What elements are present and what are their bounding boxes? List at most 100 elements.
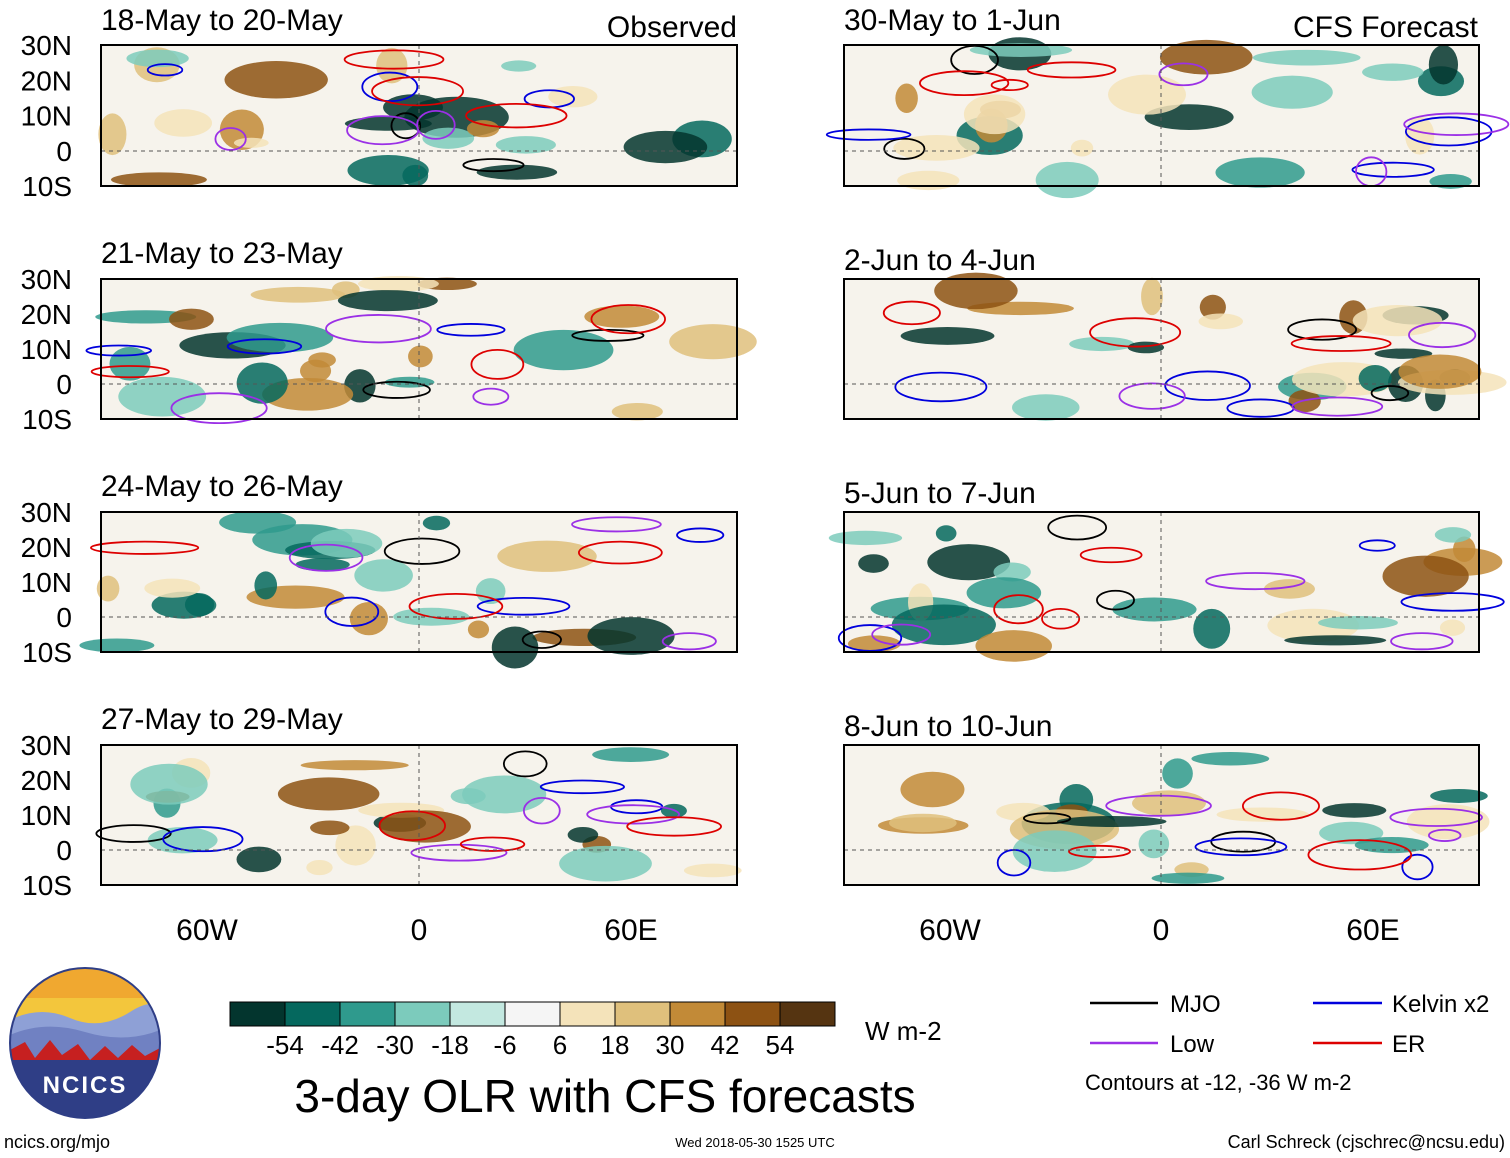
contour-er [90, 365, 170, 379]
colorbar-label: -18 [431, 1030, 469, 1060]
contour-kelvin [1401, 853, 1434, 881]
contour-er [1241, 791, 1320, 821]
panel-label: 18-May to 20-May [101, 4, 343, 37]
contour-kelvin [1358, 539, 1396, 552]
contour-kelvin [146, 63, 184, 77]
olr-anomaly-region [422, 515, 451, 531]
y-tick-label: 20N [21, 532, 72, 563]
olr-anomaly-region [226, 322, 334, 353]
contour-kelvin [1351, 161, 1435, 178]
colorbar-swatch [669, 1001, 726, 1027]
olr-anomaly-region [495, 136, 556, 154]
contour-kelvin [676, 527, 725, 543]
olr-anomaly-region [1322, 803, 1387, 818]
olr-anomaly-region [497, 540, 597, 572]
olr-anomaly-region [1191, 752, 1270, 766]
contour-kelvin [361, 71, 419, 103]
panel-label: 8-Jun to 10-Jun [844, 710, 1052, 743]
contour-er [378, 810, 446, 842]
contour-er [990, 78, 1029, 92]
contour-low [1427, 828, 1462, 842]
olr-anomaly-region [1057, 816, 1167, 827]
colorbar-swatch [339, 1001, 396, 1027]
footer-url: ncics.org/mjo [4, 1132, 110, 1152]
olr-anomaly-region [224, 61, 328, 99]
contour-kelvin [825, 128, 912, 141]
olr-anomaly-region [966, 577, 1042, 609]
contour-low [661, 632, 717, 651]
olr-anomaly-region [893, 135, 980, 161]
contour-low [586, 804, 680, 825]
contour-er [371, 76, 464, 107]
contour-mjo [1370, 385, 1410, 402]
contour-low [1291, 396, 1384, 417]
legend-label-er: ER [1392, 1031, 1425, 1058]
contour-low [1408, 321, 1477, 349]
y-tick-label: 30N [21, 30, 72, 61]
olr-anomaly-region [1318, 615, 1398, 630]
contour-mjo [362, 380, 431, 399]
olr-anomaly-region [300, 760, 409, 771]
olr-anomaly-region [611, 402, 663, 421]
colorbar-label: -42 [321, 1030, 359, 1060]
olr-anomaly-region [858, 554, 889, 573]
y-tick-label: 30N [21, 497, 72, 528]
contour-mjo [462, 158, 525, 173]
olr-anomaly-region [422, 127, 475, 149]
contour-low [871, 623, 932, 646]
x-tick-label: 60W [919, 914, 981, 947]
contour-kelvin [894, 371, 988, 403]
olr-anomaly-region [1382, 555, 1469, 597]
olr-anomaly-region [828, 530, 903, 546]
panel-label: 27-May to 29-May [101, 703, 343, 736]
olr-anomaly-region [118, 376, 207, 417]
olr-anomaly-region [450, 788, 486, 805]
olr-anomaly-region [310, 820, 350, 836]
colorbar-label: 18 [601, 1030, 630, 1060]
x-axis-right: 60W 0 60E [919, 914, 1400, 947]
olr-anomaly-region [1398, 354, 1482, 389]
y-tick-label: 30N [21, 730, 72, 761]
olr-anomaly-region [1362, 63, 1424, 81]
panel-forecast-4: 8-Jun to 10-Jun [843, 710, 1490, 886]
y-tick-label: 10N [21, 800, 72, 831]
olr-anomaly-region [1251, 75, 1333, 109]
olr-anomaly-region [467, 620, 490, 639]
olr-anomaly-region [683, 863, 742, 878]
legend: MJO Kelvin x2 Low ER Contours at -12, -3… [1085, 991, 1489, 1095]
olr-anomaly-region [310, 528, 383, 558]
olr-anomaly-region [475, 578, 506, 605]
x-tick-label: 0 [1153, 914, 1170, 947]
y-tick-label: 20N [21, 65, 72, 96]
contour-low [1105, 794, 1212, 817]
contour-kelvin [162, 826, 244, 853]
contour-mjo [521, 630, 562, 649]
y-tick-label: 30N [21, 264, 72, 295]
contour-er [408, 592, 504, 620]
contour-er [919, 70, 1010, 96]
olr-anomaly-region [1108, 74, 1186, 115]
contour-mjo [1022, 812, 1072, 825]
olr-anomaly-region [927, 544, 1011, 581]
colorbar-swatch [559, 1001, 616, 1027]
olr-anomaly-region [1193, 608, 1231, 649]
olr-anomaly-region [344, 116, 432, 131]
contour-low [1403, 112, 1510, 136]
panel-forecast-3: 5-Jun to 7-Jun [828, 477, 1505, 662]
colorbar: -54 -42 -30 -18 -6 6 18 30 42 54 [229, 1001, 836, 1060]
colorbar-swatch [229, 1001, 286, 1027]
olr-anomaly-region [975, 630, 1053, 662]
contour-kelvin [476, 596, 571, 616]
olr-anomaly-region [895, 83, 918, 114]
ncics-logo: NCICS [9, 967, 161, 1119]
y-tick-label: 10S [22, 870, 72, 901]
olr-anomaly-region [993, 562, 1031, 582]
contour-er [993, 594, 1044, 625]
olr-anomaly-region [592, 747, 670, 762]
panel-label: 24-May to 26-May [101, 470, 343, 503]
contour-kelvin [539, 779, 625, 795]
olr-anomaly-region [623, 130, 708, 164]
contour-er [1307, 839, 1413, 871]
olr-anomaly-region [513, 329, 614, 371]
contour-low [472, 387, 510, 406]
